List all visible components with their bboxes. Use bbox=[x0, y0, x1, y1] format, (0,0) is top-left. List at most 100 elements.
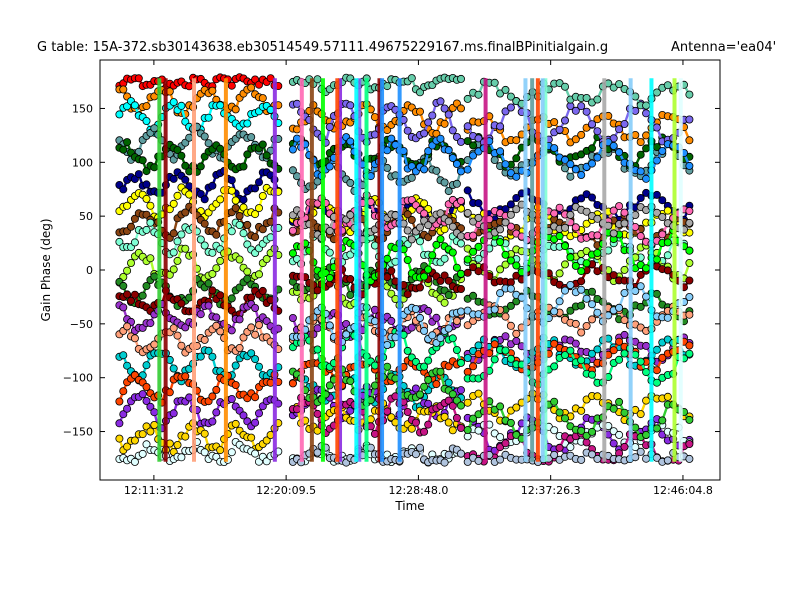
data-point bbox=[181, 323, 190, 332]
data-point bbox=[490, 355, 499, 364]
data-point bbox=[173, 237, 182, 246]
data-point bbox=[185, 133, 194, 142]
data-point bbox=[506, 168, 515, 177]
data-point bbox=[685, 276, 694, 285]
data-point bbox=[383, 362, 392, 371]
data-point bbox=[251, 184, 260, 193]
data-point bbox=[173, 440, 182, 449]
data-point bbox=[588, 300, 597, 309]
data-point bbox=[496, 147, 505, 156]
data-point bbox=[685, 415, 694, 424]
data-point bbox=[631, 222, 640, 231]
data-point bbox=[550, 397, 559, 406]
data-point bbox=[685, 136, 694, 145]
data-point bbox=[658, 212, 667, 221]
data-point bbox=[685, 454, 694, 463]
data-point bbox=[456, 239, 465, 248]
data-point bbox=[383, 340, 392, 349]
data-point bbox=[561, 223, 570, 232]
data-point bbox=[235, 220, 244, 229]
data-point bbox=[550, 144, 559, 153]
data-point bbox=[609, 346, 618, 355]
data-point bbox=[444, 450, 453, 459]
data-point bbox=[555, 232, 564, 241]
data-point bbox=[663, 266, 672, 275]
data-point bbox=[424, 265, 433, 274]
data-point bbox=[200, 335, 209, 344]
data-point bbox=[463, 122, 472, 131]
data-point bbox=[463, 457, 472, 466]
data-point bbox=[642, 430, 651, 439]
data-point bbox=[577, 285, 586, 294]
data-point bbox=[577, 328, 586, 337]
data-point bbox=[456, 284, 465, 293]
data-point bbox=[254, 270, 263, 279]
data-point bbox=[444, 110, 453, 119]
data-point bbox=[208, 286, 217, 295]
data-point bbox=[463, 165, 472, 174]
data-point bbox=[208, 417, 217, 426]
data-point bbox=[212, 321, 221, 330]
data-point bbox=[177, 101, 186, 110]
data-point bbox=[609, 141, 618, 150]
data-point bbox=[501, 312, 510, 321]
data-point bbox=[138, 449, 147, 458]
data-point bbox=[169, 248, 178, 257]
data-point bbox=[582, 94, 591, 103]
data-point bbox=[196, 235, 205, 244]
data-point bbox=[313, 409, 322, 418]
data-point bbox=[642, 144, 651, 153]
data-point bbox=[588, 287, 597, 296]
data-point bbox=[346, 376, 355, 385]
data-point bbox=[571, 165, 580, 174]
data-point bbox=[609, 206, 618, 215]
data-point bbox=[239, 162, 248, 171]
data-point bbox=[185, 82, 194, 91]
data-point bbox=[615, 337, 624, 346]
data-point bbox=[469, 141, 478, 150]
data-point bbox=[636, 302, 645, 311]
data-point bbox=[169, 98, 178, 107]
data-point bbox=[456, 269, 465, 278]
data-point bbox=[469, 231, 478, 240]
data-point bbox=[588, 193, 597, 202]
data-point bbox=[506, 256, 515, 265]
data-point bbox=[204, 139, 213, 148]
data-point bbox=[561, 260, 570, 269]
data-point bbox=[452, 396, 461, 405]
data-point bbox=[292, 405, 301, 414]
data-point bbox=[424, 221, 433, 230]
data-point bbox=[370, 305, 379, 314]
data-point bbox=[383, 163, 392, 172]
data-point bbox=[636, 232, 645, 241]
data-point bbox=[370, 317, 379, 326]
data-point bbox=[593, 214, 602, 223]
data-point bbox=[636, 138, 645, 147]
data-point bbox=[235, 315, 244, 324]
data-point bbox=[609, 404, 618, 413]
data-point bbox=[196, 162, 205, 171]
data-point bbox=[561, 414, 570, 423]
data-point bbox=[173, 145, 182, 154]
data-point bbox=[566, 172, 575, 181]
data-point bbox=[436, 367, 445, 376]
data-point bbox=[593, 308, 602, 317]
data-point bbox=[169, 229, 178, 238]
data-point bbox=[130, 436, 139, 445]
data-point bbox=[200, 132, 209, 141]
data-point bbox=[609, 271, 618, 280]
data-point bbox=[403, 226, 412, 235]
data-point bbox=[313, 448, 322, 457]
data-point bbox=[663, 456, 672, 465]
data-point bbox=[463, 186, 472, 195]
data-point bbox=[346, 210, 355, 219]
data-point bbox=[115, 419, 124, 428]
y-tick-label: −100 bbox=[63, 372, 93, 385]
data-point bbox=[146, 254, 155, 263]
data-point bbox=[571, 223, 580, 232]
data-point bbox=[615, 430, 624, 439]
data-point bbox=[631, 350, 640, 359]
data-point bbox=[231, 105, 240, 114]
data-point bbox=[227, 176, 236, 185]
data-point bbox=[652, 289, 661, 298]
